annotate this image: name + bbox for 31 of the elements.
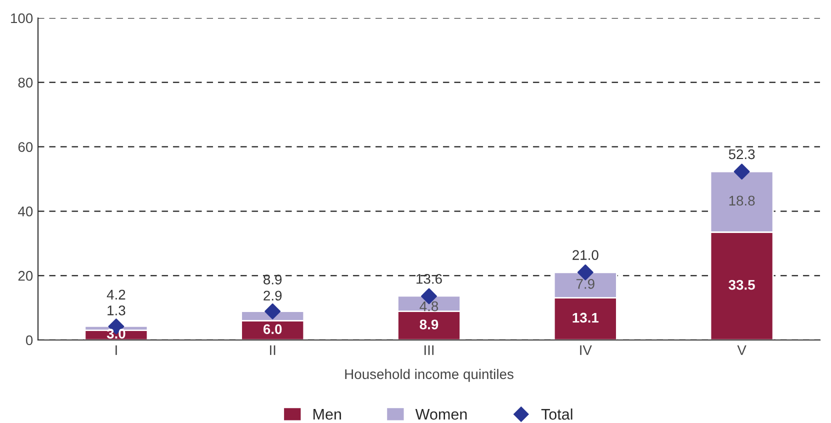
- data-label: 21.0: [572, 250, 598, 260]
- legend-label: Total: [541, 408, 572, 420]
- y-tick-label: 60: [18, 142, 33, 152]
- x-tick-label: I: [116, 345, 117, 355]
- data-label: 6.0: [263, 324, 282, 334]
- legend-label: Men: [313, 409, 341, 420]
- point: [577, 264, 594, 280]
- data-label: 13.6: [416, 274, 442, 284]
- y-tick-label: 80: [18, 78, 33, 88]
- data-label: 7.9: [576, 278, 594, 289]
- data-label: 4.2: [106, 290, 126, 300]
- y-tick-label: 40: [18, 206, 33, 216]
- data-label: 18.8: [729, 196, 755, 206]
- x-tick-label: III: [424, 345, 434, 355]
- data-label: 2.9: [264, 290, 282, 301]
- data-label: 8.9: [420, 320, 438, 330]
- data-label: 1.3: [108, 306, 126, 316]
- y-tick-label: 100: [11, 13, 33, 24]
- y-tick-label: 20: [18, 270, 33, 281]
- data-label: 33.5: [728, 280, 755, 290]
- x-tick-label: V: [737, 345, 746, 355]
- y-tick-label: 0: [26, 335, 33, 346]
- legend-label: Women: [415, 409, 467, 420]
- x-tick-label: IV: [580, 345, 592, 355]
- data-label: 13.1: [572, 312, 599, 323]
- data-label: 4.8: [420, 301, 438, 312]
- point: [734, 164, 750, 180]
- point: [264, 303, 281, 320]
- data-label: 52.3: [728, 149, 755, 160]
- x-axis-title: Household income quintiles: [345, 368, 514, 382]
- x-tick-label: II: [270, 345, 276, 355]
